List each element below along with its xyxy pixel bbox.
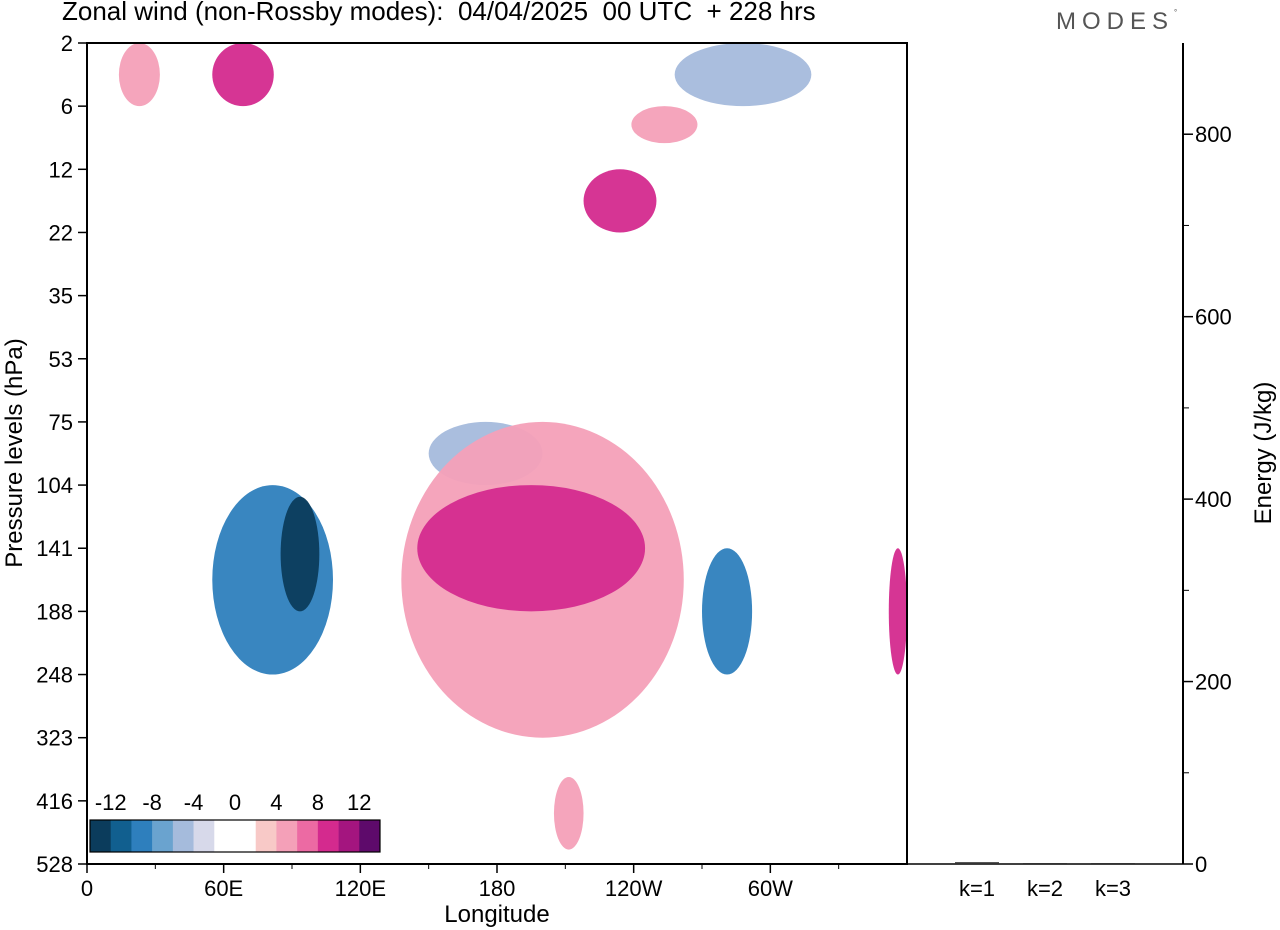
wind-region-12: [553, 776, 584, 850]
energy-bar-panel: 0 200 400 600 800 k=1 k=2 k=3: [907, 43, 1232, 901]
wind-region-11: [888, 548, 907, 675]
y-tick-label: 248: [36, 663, 73, 688]
energy-tick-label: 0: [1195, 852, 1207, 877]
colorbar-swatch: [235, 820, 257, 852]
wind-field: [118, 43, 907, 850]
y-tick-label: 416: [36, 789, 73, 814]
energy-bar: [955, 862, 999, 864]
colorbar-label: 8: [312, 790, 324, 815]
colorbar-swatch: [90, 820, 112, 852]
colorbar-swatch: [131, 820, 153, 852]
energy-tick-label: 400: [1195, 487, 1232, 512]
y-tick-label: 323: [36, 726, 73, 751]
brand-mark: °: [1174, 8, 1178, 17]
colorbar-label: -8: [142, 790, 162, 815]
colorbar-label: 12: [347, 790, 371, 815]
y-tick-label: 188: [36, 599, 73, 624]
colorbar-swatch: [255, 820, 277, 852]
wind-region-10: [702, 548, 753, 675]
x-tick-label: 120W: [605, 876, 663, 901]
colorbar-swatch: [276, 820, 298, 852]
x-axis: 0 60E 120E 180 120W 60W: [81, 864, 840, 901]
colorbar-swatch: [110, 820, 132, 852]
y-tick-label: 528: [36, 852, 73, 877]
brand-logo: MODES°: [1056, 8, 1177, 36]
wind-region-3: [583, 169, 657, 233]
colorbar-label: -4: [184, 790, 204, 815]
wind-region-0: [118, 43, 160, 107]
y-tick-label: 104: [36, 473, 73, 498]
y-tick-label: 22: [49, 220, 73, 245]
y-tick-label: 75: [49, 410, 73, 435]
colorbar-swatch: [359, 820, 381, 852]
colorbar-swatch: [297, 820, 319, 852]
energy-tick-label: 200: [1195, 670, 1232, 695]
x-tick-label: 60E: [204, 876, 243, 901]
energy-bar-label: k=3: [1095, 876, 1131, 901]
brand-text: MODES: [1056, 8, 1175, 35]
colorbar-frame: [89, 819, 381, 853]
x-tick-label: 180: [479, 876, 516, 901]
energy-bar: [1023, 863, 1067, 864]
wind-region-7: [280, 496, 320, 612]
energy-bar-label: k=2: [1027, 876, 1063, 901]
x-tick-label: 120E: [335, 876, 386, 901]
x-tick-label: 60W: [748, 876, 793, 901]
colorbar-swatch: [152, 820, 174, 852]
colorbar-swatch: [338, 820, 360, 852]
energy-bar-label: k=1: [959, 876, 995, 901]
chart-title: Zonal wind (non-Rossby modes): 04/04/202…: [62, 0, 816, 26]
x-tick-label: 0: [81, 876, 93, 901]
colorbar-label: 0: [229, 790, 241, 815]
y-tick-label: 12: [49, 157, 73, 182]
y-tick-label: 53: [49, 347, 73, 372]
y-tick-label: 141: [36, 536, 73, 561]
colorbar-legend: -12 -8 -4 0 4 8 12: [89, 790, 381, 853]
energy-bar: [1091, 863, 1135, 864]
y-axis-title: Pressure levels (hPa): [1, 338, 28, 567]
y-tick-label: 35: [49, 284, 73, 309]
energy-axis-title: Energy (J/kg): [1250, 382, 1277, 525]
colorbar-label: 4: [270, 790, 282, 815]
y-axis: 2 6 12 22 35 53 75 104 141 188 248 323 416 528: [36, 31, 87, 877]
x-axis-title: Longitude: [444, 901, 549, 928]
wind-region-2: [631, 106, 698, 144]
y-tick-label: 6: [61, 94, 73, 119]
colorbar-swatch: [317, 820, 339, 852]
colorbar-swatch: [172, 820, 194, 852]
colorbar-label: -12: [95, 790, 127, 815]
colorbar-swatch: [214, 820, 236, 852]
y-tick-label: 2: [61, 31, 73, 56]
colorbar-swatch: [193, 820, 215, 852]
energy-tick-label: 600: [1195, 305, 1232, 330]
wind-region-4: [674, 43, 812, 107]
energy-tick-label: 800: [1195, 122, 1232, 147]
wind-region-9: [417, 485, 646, 612]
wind-region-1: [212, 43, 274, 107]
